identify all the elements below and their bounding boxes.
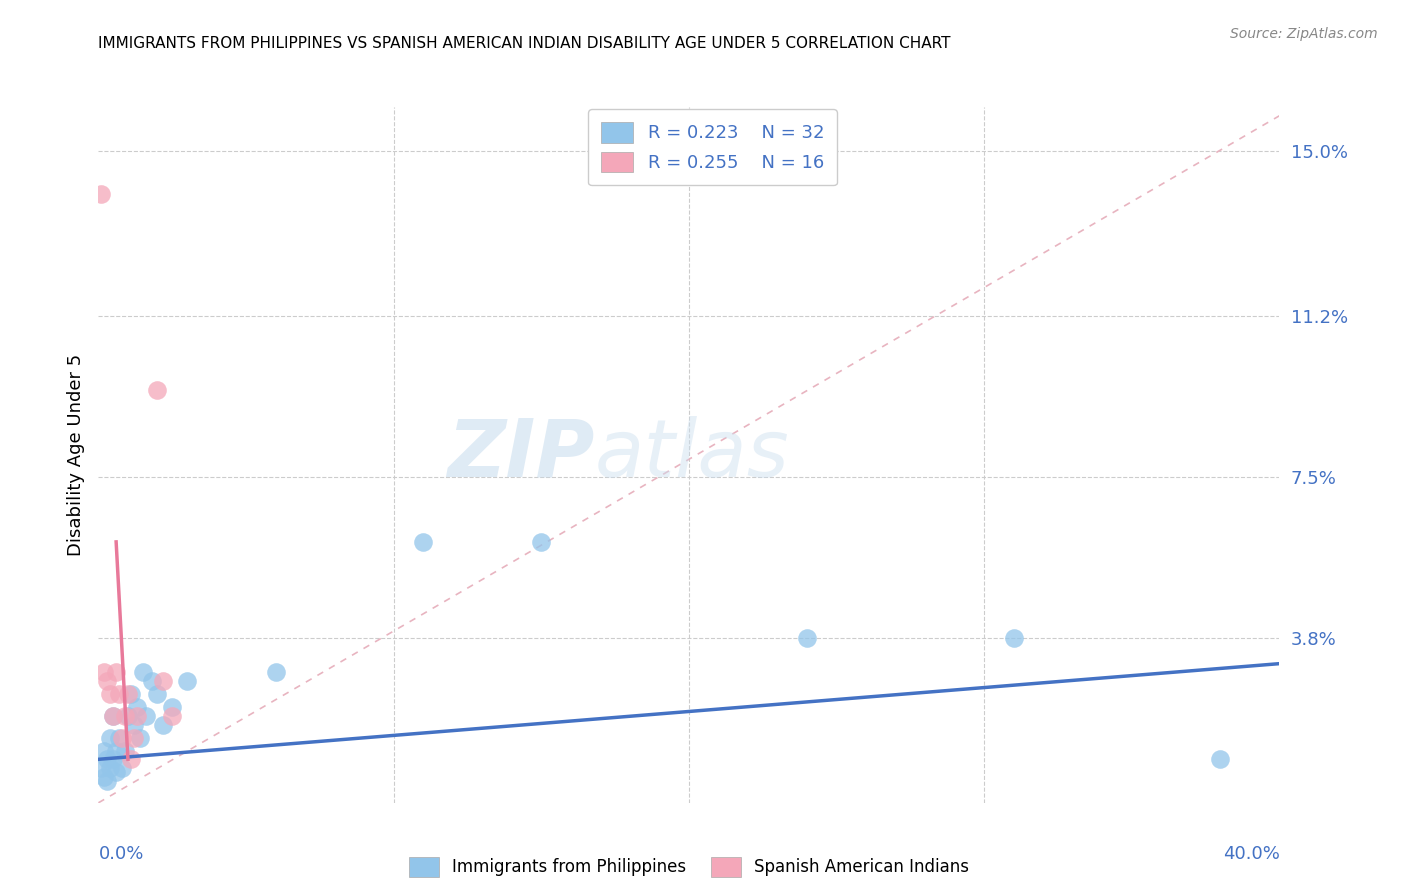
Point <box>125 708 148 723</box>
Point <box>108 731 131 745</box>
Point <box>93 665 115 680</box>
Text: 40.0%: 40.0% <box>1223 845 1279 863</box>
Point <box>105 765 128 780</box>
Point <box>90 186 112 201</box>
Point <box>108 687 131 701</box>
Point <box>412 535 434 549</box>
Text: IMMIGRANTS FROM PHILIPPINES VS SPANISH AMERICAN INDIAN DISABILITY AGE UNDER 5 CO: IMMIGRANTS FROM PHILIPPINES VS SPANISH A… <box>98 36 950 51</box>
Point <box>128 731 150 745</box>
Text: ZIP: ZIP <box>447 416 595 494</box>
Text: atlas: atlas <box>595 416 789 494</box>
Point <box>135 708 157 723</box>
Point <box>152 717 174 731</box>
Text: 0.0%: 0.0% <box>98 845 143 863</box>
Point <box>93 744 115 758</box>
Point <box>122 717 145 731</box>
Point <box>103 708 125 723</box>
Point <box>117 687 139 701</box>
Point <box>96 774 118 789</box>
Point <box>103 708 125 723</box>
Point <box>125 700 148 714</box>
Point <box>1002 631 1025 645</box>
Point <box>162 700 183 714</box>
Point <box>98 761 121 775</box>
Text: Source: ZipAtlas.com: Source: ZipAtlas.com <box>1230 27 1378 41</box>
Point <box>176 674 198 689</box>
Point <box>122 731 145 745</box>
Point <box>96 752 118 766</box>
Point <box>152 674 174 689</box>
Point <box>146 383 169 397</box>
Point <box>141 674 163 689</box>
Point <box>120 687 142 701</box>
Point <box>530 535 553 549</box>
Point <box>162 708 183 723</box>
Point <box>117 708 139 723</box>
Point <box>111 761 134 775</box>
Point <box>98 731 121 745</box>
Point <box>264 665 287 680</box>
Point <box>796 631 818 645</box>
Point <box>1209 752 1232 766</box>
Point <box>90 761 112 775</box>
Point <box>132 665 155 680</box>
Point <box>146 687 169 701</box>
Legend: Immigrants from Philippines, Spanish American Indians: Immigrants from Philippines, Spanish Ame… <box>401 849 977 885</box>
Point <box>93 770 115 784</box>
Point <box>98 687 121 701</box>
Point <box>111 731 134 745</box>
Point <box>103 752 125 766</box>
Point <box>105 744 128 758</box>
Y-axis label: Disability Age Under 5: Disability Age Under 5 <box>66 354 84 556</box>
Point <box>114 708 136 723</box>
Point <box>96 674 118 689</box>
Point <box>120 752 142 766</box>
Point <box>114 744 136 758</box>
Point <box>105 665 128 680</box>
